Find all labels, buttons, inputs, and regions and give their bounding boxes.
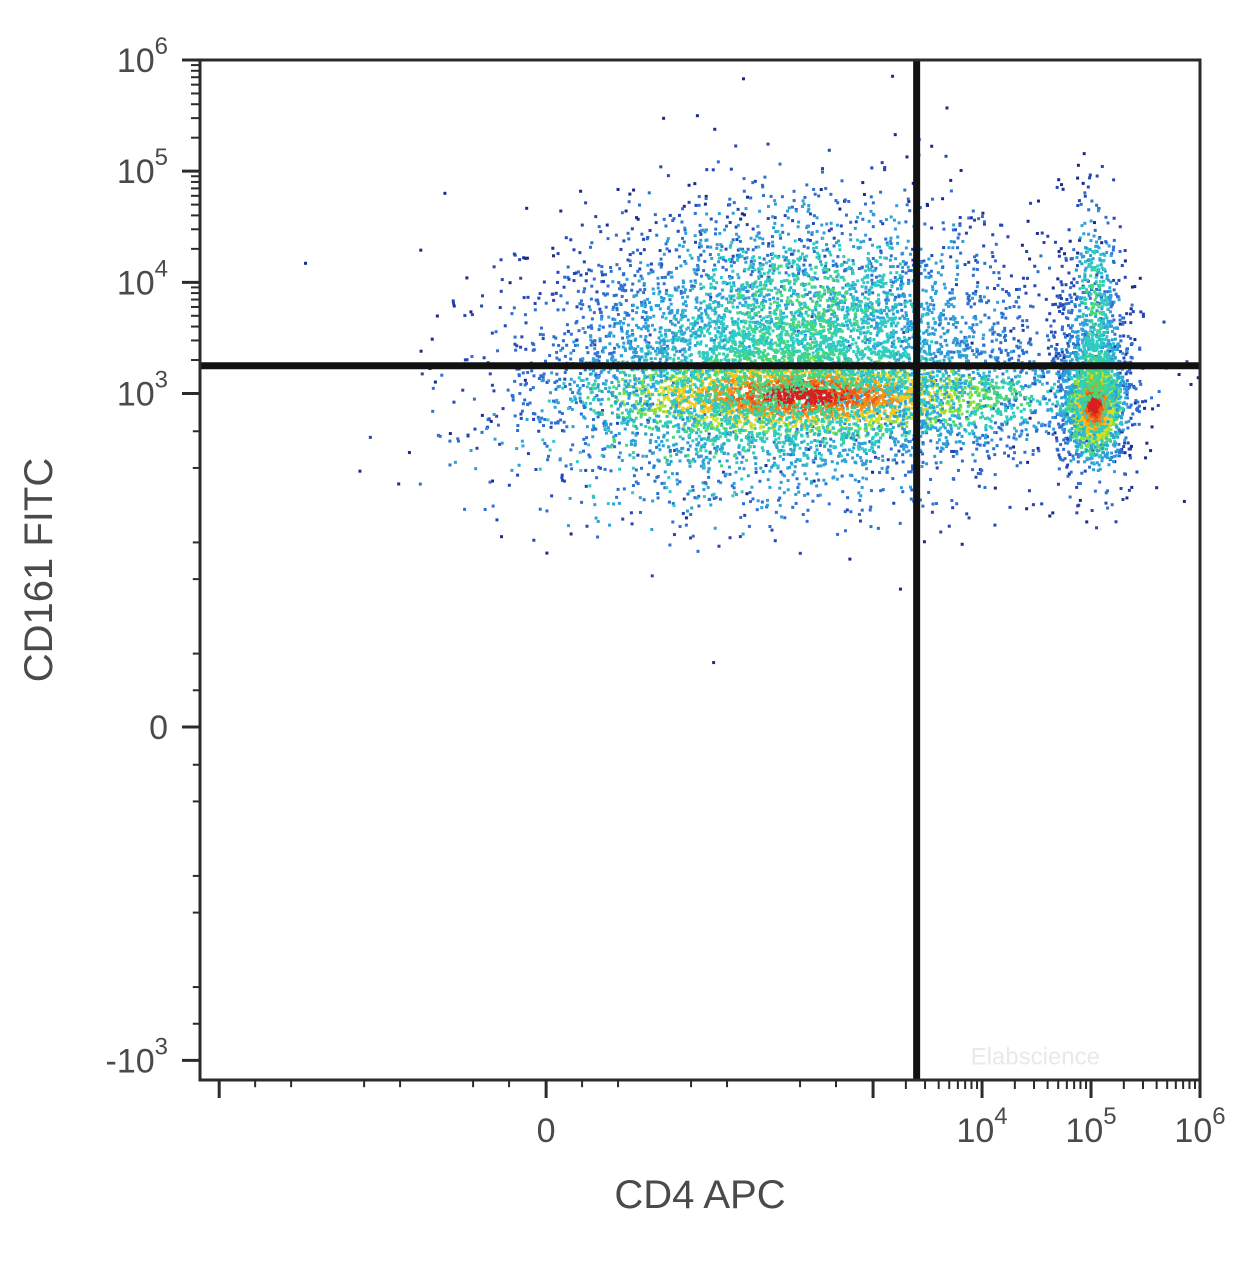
- flow-cytometry-plot: Elabscience0104105106CD4 APC-10301031041…: [0, 0, 1242, 1280]
- svg-text:Elabscience: Elabscience: [971, 1044, 1100, 1071]
- plot-svg: Elabscience0104105106CD4 APC-10301031041…: [0, 0, 1242, 1280]
